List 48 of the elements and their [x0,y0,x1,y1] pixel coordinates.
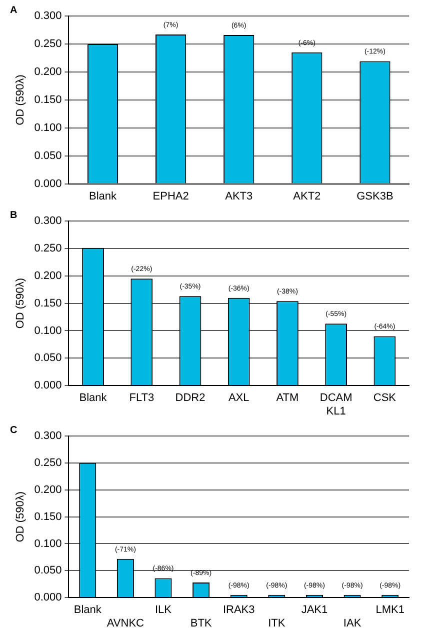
y-tick-label: 0.300 [34,10,62,22]
y-tick-label: 0.000 [34,592,62,604]
x-tick-label: Blank [79,392,108,404]
chart-title: C [10,424,18,436]
y-tick-label: 0.200 [34,484,62,496]
x-tick-label: JAK1 [301,604,328,616]
x-tick-label: ITK [268,617,286,630]
y-tick-label: 0.050 [34,150,62,162]
y-tick-label: 0.000 [34,178,62,190]
chart-title: A [10,4,18,16]
y-tick-label: 0.100 [34,122,62,134]
x-tick-label: AVNKC [106,617,144,630]
y-tick-label: 0.050 [34,564,62,577]
y-tick-label: 0.150 [34,510,62,523]
x-tick-label: AXL [228,392,250,404]
x-tick-label: GSK3B [356,190,394,202]
x-tick-label: AKT3 [225,190,253,202]
y-tick-label: 0.100 [34,324,62,337]
y-tick-label: 0.300 [34,215,62,228]
x-tick-label: LMK1 [376,604,404,616]
y-tick-label: 0.300 [34,430,62,442]
x-tick-label: ILK [154,604,172,616]
y-tick-label: 0.150 [34,94,62,106]
x-tick-label: DCAM KL1 [320,392,352,418]
y-tick-label: 0.000 [34,380,62,392]
x-tick-label: ATM [276,392,299,404]
x-tick-label: Blank [88,190,118,202]
x-tick-label: AKT2 [293,190,321,202]
y-axis-title: OD (590λ) [14,278,27,329]
y-axis-title: OD (590λ) [14,491,27,542]
x-tick-label: BTK [190,617,212,630]
y-tick-label: 0.250 [34,38,62,50]
x-tick-label: EPHA2 [152,190,189,202]
y-tick-label: 0.150 [34,297,62,310]
y-tick-label: 0.100 [34,538,62,550]
y-tick-label: 0.200 [34,270,62,282]
y-tick-label: 0.250 [34,242,62,254]
y-axis-title: OD (590λ) [14,74,27,126]
chart-title: B [10,210,18,221]
y-tick-label: 0.050 [34,352,62,364]
x-tick-label: IRAK3 [222,604,255,616]
y-tick-label: 0.250 [34,456,62,469]
x-tick-label: DDR2 [175,392,206,404]
x-tick-label: IAK [343,617,362,630]
x-tick-label: Blank [74,604,102,616]
y-tick-label: 0.200 [34,66,62,78]
x-tick-label: FLT3 [129,392,154,404]
x-tick-label: CSK [373,392,397,404]
